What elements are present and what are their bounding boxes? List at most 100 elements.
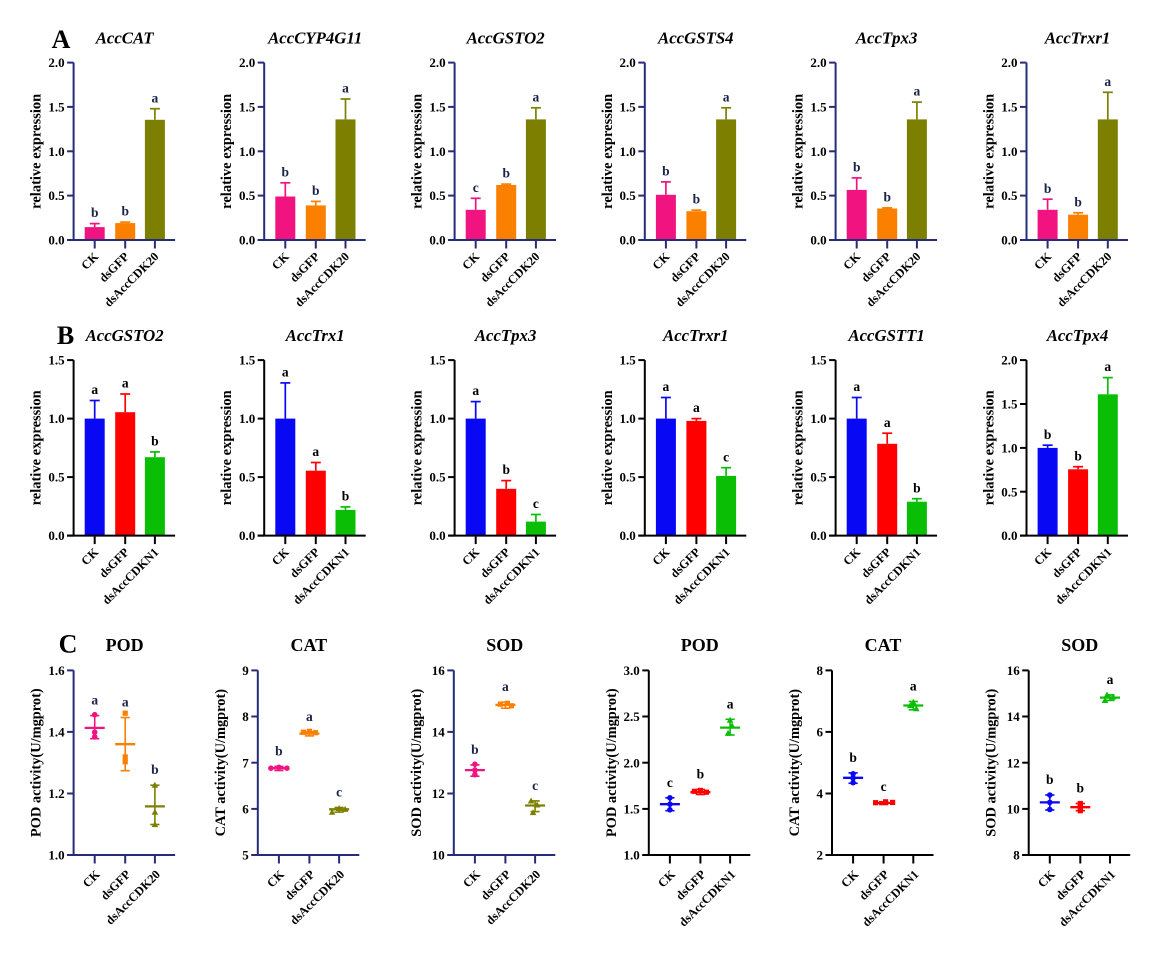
svg-text:SOD activity(U/mgprot): SOD activity(U/mgprot)	[409, 688, 425, 836]
svg-text:AccGSTS4: AccGSTS4	[657, 29, 734, 48]
svg-text:POD: POD	[681, 635, 719, 655]
svg-text:2.0: 2.0	[239, 55, 255, 70]
svg-text:a: a	[306, 709, 313, 724]
svg-text:b: b	[312, 183, 320, 198]
svg-text:0.5: 0.5	[810, 470, 827, 485]
svg-text:AccTpx3: AccTpx3	[474, 326, 537, 345]
svg-text:1.6: 1.6	[48, 663, 65, 678]
svg-text:a: a	[342, 81, 349, 96]
svg-text:2.0: 2.0	[624, 755, 640, 770]
svg-text:2.5: 2.5	[624, 709, 641, 724]
svg-text:0.5: 0.5	[239, 188, 256, 203]
svg-text:a: a	[723, 89, 730, 104]
svg-text:0.0: 0.0	[429, 233, 445, 248]
svg-text:14: 14	[432, 725, 446, 740]
svg-text:1.0: 1.0	[620, 144, 636, 159]
svg-text:SOD activity(U/mgprot): SOD activity(U/mgprot)	[984, 688, 1000, 836]
svg-text:1.0: 1.0	[624, 848, 640, 863]
svg-text:CAT: CAT	[290, 635, 327, 655]
svg-text:b: b	[662, 164, 670, 179]
svg-text:AccGSTO2: AccGSTO2	[466, 29, 545, 48]
svg-text:b: b	[1074, 448, 1082, 463]
svg-text:5: 5	[242, 848, 249, 863]
svg-text:AccTrxr1: AccTrxr1	[662, 326, 729, 345]
svg-text:0.5: 0.5	[48, 470, 65, 485]
svg-text:c: c	[723, 449, 729, 464]
svg-text:0.5: 0.5	[810, 188, 827, 203]
svg-text:1.5: 1.5	[48, 100, 65, 115]
svg-text:POD activity(U/mgprot): POD activity(U/mgprot)	[604, 688, 620, 837]
svg-text:relative expression: relative expression	[219, 390, 235, 505]
svg-text:CAT activity(U/mgprot): CAT activity(U/mgprot)	[213, 689, 229, 837]
svg-text:1.5: 1.5	[239, 100, 256, 115]
svg-text:0.0: 0.0	[620, 528, 636, 543]
svg-text:b: b	[91, 205, 99, 220]
svg-text:1.5: 1.5	[48, 353, 65, 368]
svg-text:b: b	[1044, 427, 1052, 442]
svg-text:1.0: 1.0	[48, 848, 64, 863]
svg-text:AccTrxr1: AccTrxr1	[1044, 29, 1111, 48]
svg-text:3.0: 3.0	[624, 663, 640, 678]
svg-text:AccGSTO2: AccGSTO2	[85, 326, 164, 345]
svg-text:b: b	[853, 160, 861, 175]
svg-text:relative expression: relative expression	[410, 390, 426, 505]
svg-text:b: b	[1046, 772, 1054, 787]
svg-text:a: a	[727, 696, 734, 711]
svg-text:0.0: 0.0	[810, 528, 826, 543]
svg-text:0.5: 0.5	[239, 470, 256, 485]
svg-text:0.5: 0.5	[48, 188, 65, 203]
svg-text:0.0: 0.0	[810, 233, 826, 248]
svg-text:B: B	[57, 321, 74, 350]
svg-text:b: b	[275, 743, 283, 758]
svg-text:1.0: 1.0	[810, 411, 826, 426]
svg-text:AccTpx4: AccTpx4	[1046, 326, 1109, 345]
svg-text:0.0: 0.0	[239, 528, 255, 543]
svg-text:2.0: 2.0	[429, 55, 445, 70]
svg-text:POD activity(U/mgprot): POD activity(U/mgprot)	[29, 688, 45, 837]
svg-text:1.5: 1.5	[620, 353, 637, 368]
svg-text:a: a	[282, 365, 289, 380]
svg-text:SOD: SOD	[486, 635, 523, 655]
svg-text:4: 4	[817, 786, 824, 801]
svg-text:2.0: 2.0	[1001, 55, 1017, 70]
svg-text:a: a	[533, 89, 540, 104]
svg-text:b: b	[1044, 181, 1052, 196]
svg-text:a: a	[91, 693, 98, 708]
svg-text:a: a	[693, 400, 700, 415]
svg-text:b: b	[502, 462, 510, 477]
svg-text:7: 7	[242, 755, 249, 770]
svg-text:1.4: 1.4	[48, 725, 65, 740]
svg-text:10: 10	[1007, 802, 1020, 817]
svg-text:8: 8	[1013, 848, 1020, 863]
svg-text:c: c	[473, 180, 479, 195]
svg-text:0.5: 0.5	[429, 470, 446, 485]
svg-text:b: b	[697, 767, 705, 782]
svg-text:relative expression: relative expression	[600, 390, 616, 505]
svg-text:a: a	[853, 379, 860, 394]
svg-text:b: b	[849, 750, 857, 765]
svg-text:0.0: 0.0	[429, 528, 445, 543]
svg-text:12: 12	[432, 786, 445, 801]
svg-text:14: 14	[1007, 709, 1021, 724]
svg-text:a: a	[884, 415, 891, 430]
svg-text:b: b	[121, 204, 129, 219]
svg-text:A: A	[52, 25, 71, 54]
svg-text:1.0: 1.0	[620, 411, 636, 426]
svg-text:AccTrx1: AccTrx1	[285, 326, 345, 345]
svg-text:0.0: 0.0	[48, 233, 64, 248]
svg-text:a: a	[472, 383, 479, 398]
svg-text:AccCYP4G11: AccCYP4G11	[267, 29, 362, 48]
svg-text:0.0: 0.0	[48, 528, 64, 543]
svg-text:c: c	[881, 779, 887, 794]
svg-text:6: 6	[817, 725, 824, 740]
svg-text:1.5: 1.5	[1001, 100, 1018, 115]
svg-text:0.0: 0.0	[1001, 233, 1017, 248]
svg-text:8: 8	[242, 709, 249, 724]
svg-text:0.5: 0.5	[1001, 188, 1018, 203]
svg-text:a: a	[152, 90, 159, 105]
svg-text:CAT: CAT	[865, 635, 902, 655]
svg-text:AccCAT: AccCAT	[95, 29, 155, 48]
svg-text:10: 10	[432, 848, 445, 863]
svg-text:CAT activity(U/mgprot): CAT activity(U/mgprot)	[787, 689, 803, 837]
svg-text:1.5: 1.5	[620, 100, 637, 115]
